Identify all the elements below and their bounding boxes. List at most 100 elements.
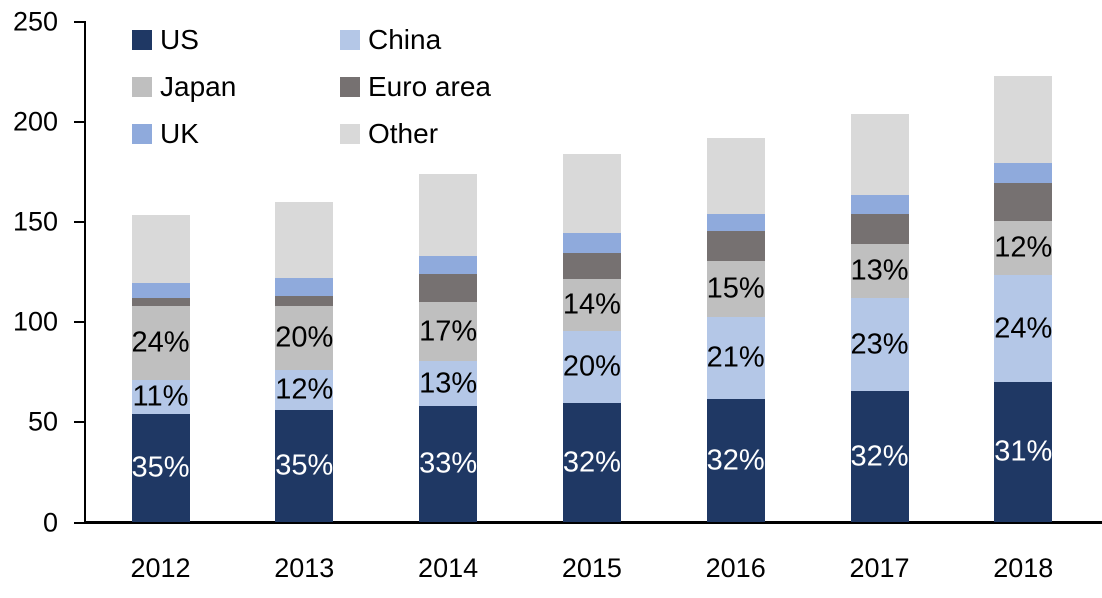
bar-segment-2013-china [275,370,334,411]
segment-data-label: 32% [562,446,621,479]
bar-segment-2015-euro-area [562,253,621,280]
bar-segment-2018-japan [994,221,1053,276]
legend-label: UK [160,118,199,149]
bar-segment-2012-us [131,414,190,523]
bar-segment-2014-uk [419,256,478,275]
bar-segment-2012-euro-area [131,298,190,307]
x-axis-line [84,521,1102,524]
bar-segment-2018-us [994,382,1053,523]
bar-segment-2016-japan [706,261,765,318]
bar-segment-2017-us [850,391,909,523]
bar-segment-2012-japan [131,306,190,381]
bar-segment-2016-us [706,399,765,523]
bar-segment-2018-china [994,275,1053,383]
bar-segment-2014-china [419,361,478,407]
bar-segment-2018-other [994,76,1053,164]
legend-label: Other [368,118,439,149]
y-tick-label: 150 [12,206,58,237]
bar-segment-2017-japan [850,244,909,299]
legend-swatch-icon [132,77,152,97]
y-tick-mark [74,121,85,124]
segment-data-label: 24% [994,312,1053,345]
bar-segment-2017-euro-area [850,214,909,245]
segment-data-label: 32% [706,444,765,477]
bar-segment-2013-us [275,410,334,523]
bar-segment-2015-japan [562,279,621,332]
bar-segment-2018-euro-area [994,183,1053,222]
bar-segment-2013-japan [275,306,334,371]
segment-data-label: 17% [419,315,478,348]
segment-data-label: 31% [994,435,1053,468]
y-tick-mark [74,421,85,424]
bar-segment-2012-other [131,215,190,284]
segment-data-label: 12% [994,231,1053,264]
bar-segment-2016-uk [706,214,765,232]
bar-segment-2015-us [562,403,621,523]
bar-segment-2015-other [562,154,621,234]
x-axis-label: 2015 [561,553,622,583]
bar-segment-2014-japan [419,302,478,362]
legend-item-uk: UK [132,118,199,149]
segment-data-label: 15% [706,272,765,305]
bar-segment-2017-china [850,298,909,392]
legend-swatch-icon [340,30,360,50]
y-axis-line [84,21,86,523]
x-axis-label: 2013 [274,553,335,583]
x-axis-label: 2014 [418,553,479,583]
bar-segment-2017-uk [850,195,909,215]
segment-data-label: 21% [706,341,765,374]
legend-swatch-icon [340,77,360,97]
bar-segment-2012-china [131,380,190,415]
y-tick-mark [74,221,85,224]
legend-label: China [368,24,442,55]
legend-label: Euro area [368,71,491,102]
segment-data-label: 12% [275,373,334,406]
legend-item-us: US [132,24,199,55]
segment-data-label: 20% [275,321,334,354]
bar-segment-2014-euro-area [419,274,478,303]
x-axis-label: 2016 [705,553,766,583]
bar-segment-2013-euro-area [275,296,334,307]
legend-item-china: China [340,24,442,55]
segment-data-label: 13% [850,254,909,287]
segment-data-label: 14% [562,288,621,321]
bar-segment-2013-other [275,202,334,279]
segment-data-label: 32% [850,440,909,473]
bar-segment-2017-other [850,114,909,196]
y-tick-label: 0 [42,507,58,537]
legend-swatch-icon [132,124,152,144]
segment-data-label: 35% [275,449,334,482]
segment-data-label: 24% [131,326,190,359]
y-tick-label: 100 [12,306,58,337]
legend-item-euro-area: Euro area [340,71,491,102]
segment-data-label: 23% [850,328,909,361]
legend-label: Japan [160,71,237,102]
legend-swatch-icon [340,124,360,144]
y-tick-mark [74,21,85,23]
y-tick-label: 200 [12,106,58,137]
y-tick-mark [74,321,85,324]
bar-segment-2016-china [706,317,765,400]
bar-segment-2015-china [562,331,621,404]
bar-segment-2018-uk [994,163,1053,184]
x-axis-label: 2012 [130,553,191,583]
segment-data-label: 11% [132,380,189,413]
bar-segment-2015-uk [562,233,621,254]
y-tick-label: 250 [12,6,58,37]
x-axis-label: 2017 [849,553,910,583]
bar-segment-2013-uk [275,278,334,297]
legend-label: US [160,24,199,55]
legend-swatch-icon [132,30,152,50]
legend-item-japan: Japan [132,71,237,102]
y-tick-mark [74,521,85,524]
bar-segment-2014-us [419,406,478,523]
bar-segment-2014-other [419,174,478,257]
legend-item-other: Other [340,118,439,149]
bar-segment-2012-uk [131,283,190,299]
bar-segment-2016-other [706,138,765,215]
y-tick-label: 50 [27,406,58,437]
x-axis-label: 2018 [993,553,1054,583]
segment-data-label: 13% [419,367,478,400]
segment-data-label: 20% [562,350,621,383]
